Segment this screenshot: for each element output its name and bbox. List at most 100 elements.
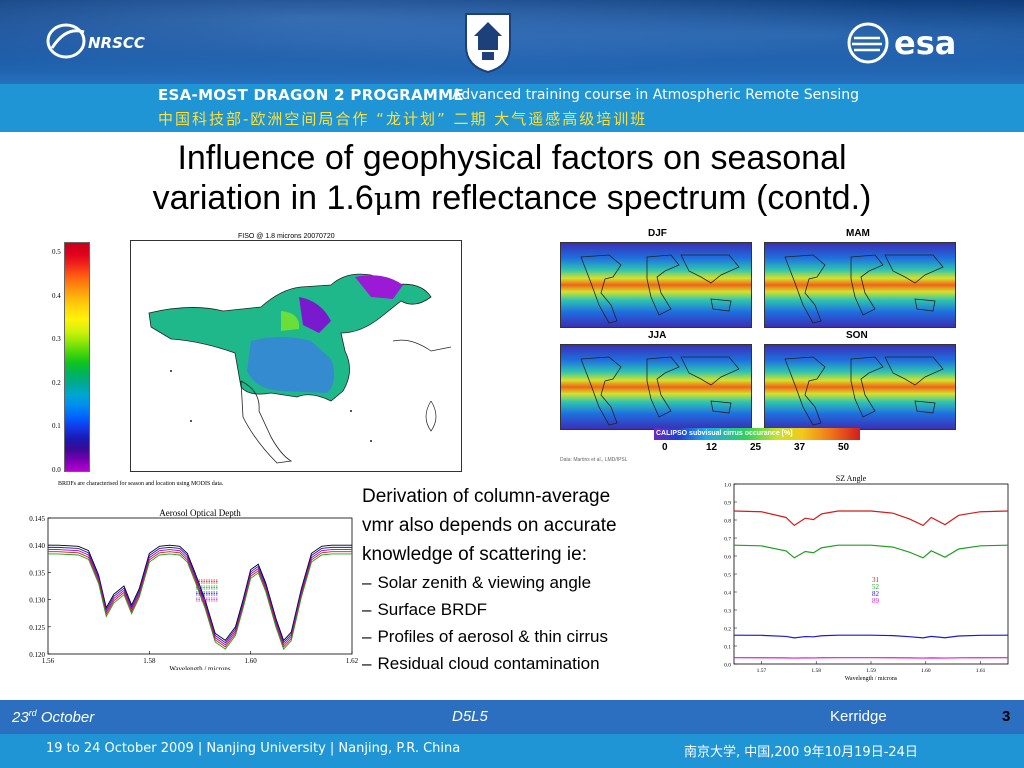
aod-series-line [48,544,352,642]
calipso-tick: 50 [838,442,850,453]
sz-legend-entry: 31 [872,576,880,584]
calipso-tick: 37 [794,442,806,453]
aod-chart-title: Aerosol Optical Depth [159,508,241,518]
bullet-item: – Profiles of aerosol & thin cirrus [362,623,712,650]
slide-title-line-2: variation in 1.6μm reflectance spectrum … [20,178,1004,220]
aod-y-tick-label: 0.145 [29,515,45,523]
brdf-map-title: FISO @ 1.8 microns 20070720 [236,233,337,240]
brdf-colorbar-tick: 0.3 [52,335,61,343]
calipso-panel-mam [764,242,956,328]
panel-label-jja: JJA [648,330,667,341]
sz-x-tick-label: 1.59 [866,668,876,674]
sz-x-tick-label: 1.57 [757,668,767,674]
programme-subtitle: Advanced training course in Atmospheric … [452,87,860,103]
calipso-tick: 12 [706,442,718,453]
sz-y-tick-label: 0.2 [724,627,731,633]
sz-y-tick-label: 0.8 [724,519,731,525]
bullet-text: Profiles of aerosol & thin cirrus [377,627,609,646]
sz-x-axis-label: Wavelength / microns [845,676,898,682]
bullet-dash: – [362,600,372,619]
bullet-text: Surface BRDF [377,600,488,619]
slide-title-line-1: Influence of geophysical factors on seas… [177,139,847,177]
bullet-dash: – [362,627,372,646]
venue-text: 19 to 24 October 2009 | Nanjing Universi… [46,741,461,756]
aod-series-line [48,551,352,648]
calipso-credit: Data: Martins et al., LMD/IPSL [560,457,628,463]
programme-title: ESA-MOST DRAGON 2 PROGRAMME [158,86,464,104]
sz-y-tick-label: 0.3 [724,609,731,615]
sz-y-tick-label: 0.1 [724,645,731,651]
panel-label-mam: MAM [846,228,870,239]
title-line2-suffix: m reflectance spectrum (contd.) [393,179,872,217]
calipso-legend-title: CALIPSO subvisual cirrus occurance [%] [656,430,793,437]
footer-date: 23rd October [12,708,94,726]
bullet-dash: – [362,654,372,673]
aod-y-tick-label: 0.140 [29,542,45,550]
aod-x-tick-label: 1.60 [245,657,258,665]
calipso-continents [784,254,944,324]
sz-legend-entry: 89 [872,597,880,605]
bullet-dash: – [362,573,372,592]
nrscc-logo: NRSCC [46,23,145,59]
programme-title-chinese: 中国科技部-欧洲空间局合作 “龙计划” 二期 大气遥感高级培训班 [158,110,648,128]
aod-x-tick-label: 1.58 [143,657,156,665]
sz-chart-title: SZ Angle [836,474,867,483]
aod-x-tick-label: 1.56 [42,657,55,665]
calipso-colorbar [654,428,860,440]
intro-line: knowledge of scattering ie: [362,544,587,565]
sz-y-tick-label: 0.9 [724,501,731,507]
header-banner: NRSCC esa ESA-MOST DRAGON 2 PROGRAMME Ad… [0,0,1024,132]
brdf-colorbar-tick: 0.1 [52,422,61,430]
sz-x-tick-label: 1.60 [921,668,931,674]
sz-legend-entry: 52 [872,583,880,591]
calipso-tick: 25 [750,442,762,453]
calipso-continents [580,254,740,324]
nrscc-logo-text: NRSCC [88,34,145,52]
bullet-text: Solar zenith & viewing angle [377,573,592,592]
intro-line: vmr also depends on accurate [362,515,617,536]
slide-title: Influence of geophysical factors on seas… [20,138,1004,220]
sz-y-tick-label: 0.5 [724,573,731,579]
page-number: 3 [1002,708,1011,725]
sz-y-tick-label: 0.4 [724,591,731,597]
footer-bar: 23rd October D5L5 Kerridge 3 [0,700,1024,734]
title-line2-prefix: variation in 1.6 [152,179,374,217]
nanjing-university-seal [465,13,511,74]
bullet-item: – Surface BRDF [362,596,712,623]
sz-series-line [733,634,1009,639]
continent-outline [784,356,944,426]
brdf-caption: BRDFs are characterised for season and l… [58,481,224,487]
continent-outline [580,356,740,426]
programme-band [0,84,1024,132]
sz-x-tick-label: 1.61 [976,668,986,674]
sz-y-tick-label: 0.0 [724,663,731,669]
venue-text-chinese: 南京大学, 中国,200 9年10月19日-24日 [684,745,918,760]
footer-date-suffix: rd [28,708,37,718]
sz-legend-entry: 82 [872,590,880,598]
calipso-panel-son [764,344,956,430]
brdf-north-america-map [148,273,452,464]
calipso-tick: 0 [662,442,668,453]
brdf-colorbar-tick: 0.4 [52,291,61,300]
brdf-colorbar-tick: 0.0 [52,465,61,474]
footer-session-code: D5L5 [452,708,488,725]
aod-y-tick-label: 0.130 [29,597,45,605]
esa-logo: esa [847,22,956,64]
venue-strip [0,734,1024,768]
aod-x-tick-label: 1.62 [346,657,359,665]
brdf-map [130,240,462,472]
sz-y-tick-label: 1.0 [724,483,731,489]
panel-label-son: SON [846,330,868,341]
continent-outline [784,254,944,324]
brdf-colorbar [64,242,90,472]
sz-series-line [733,544,1009,559]
aod-series-line [48,553,352,650]
bullet-item: – Solar zenith & viewing angle [362,569,712,596]
bullet-item: – Residual cloud contamination [362,650,712,677]
sz-y-tick-label: 0.6 [724,555,731,561]
bullet-text: Residual cloud contamination [377,654,600,673]
aod-y-tick-label: 0.120 [29,651,45,659]
calipso-panel-jja [560,344,752,430]
brdf-colorbar-tick: 0.5 [52,248,61,256]
aod-x-axis-label: Wavelength / microns [169,665,231,670]
